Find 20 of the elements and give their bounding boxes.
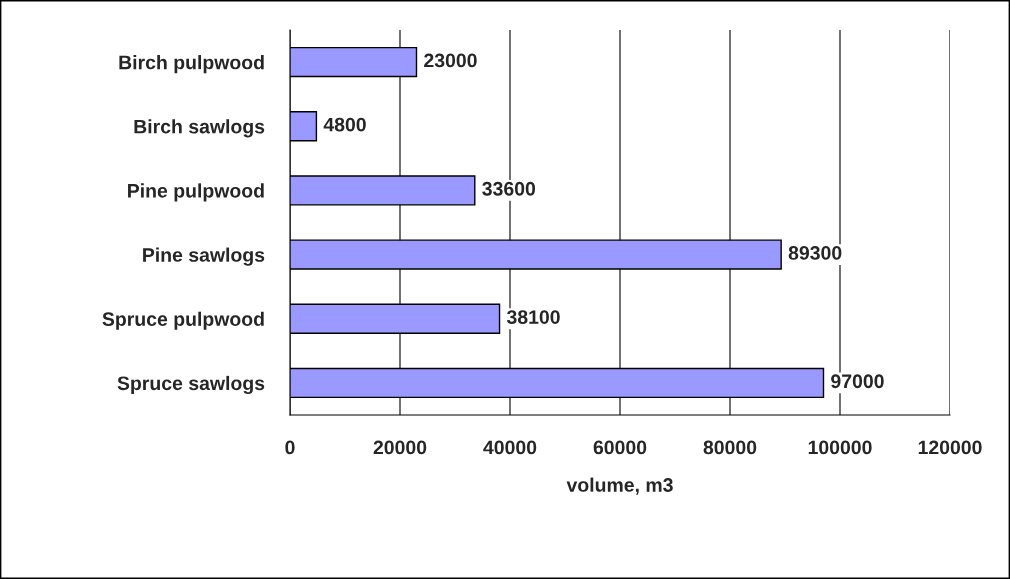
data-label: 33600	[482, 181, 536, 196]
x-tick-label: 80000	[703, 440, 757, 455]
y-tick-label: Pine sawlogs	[143, 247, 265, 266]
y-tick-label: Spruce sawlogs	[117, 375, 265, 395]
y-tick-label: Birch sawlogs	[134, 119, 265, 138]
x-tick-label: 0	[285, 440, 295, 455]
data-label: 89300	[788, 246, 842, 260]
x-tick-label: 60000	[593, 440, 647, 455]
data-label: 97000	[831, 374, 884, 389]
y-tick-label: Spruce pulpwood	[102, 311, 264, 330]
x-tick-label: 120000	[918, 440, 982, 455]
y-tick-label: Pine pulpwood	[128, 183, 264, 202]
data-label: 4800	[323, 117, 366, 132]
y-tick-label: Birch pulpwood	[119, 55, 264, 74]
x-tick-label: 100000	[808, 440, 872, 455]
x-tick-label: 20000	[373, 440, 427, 455]
data-label: 38100	[506, 310, 560, 324]
x-axis-title: volume, m3	[566, 477, 673, 495]
data-label: 23000	[424, 53, 477, 68]
x-tick-label: 40000	[483, 440, 537, 455]
